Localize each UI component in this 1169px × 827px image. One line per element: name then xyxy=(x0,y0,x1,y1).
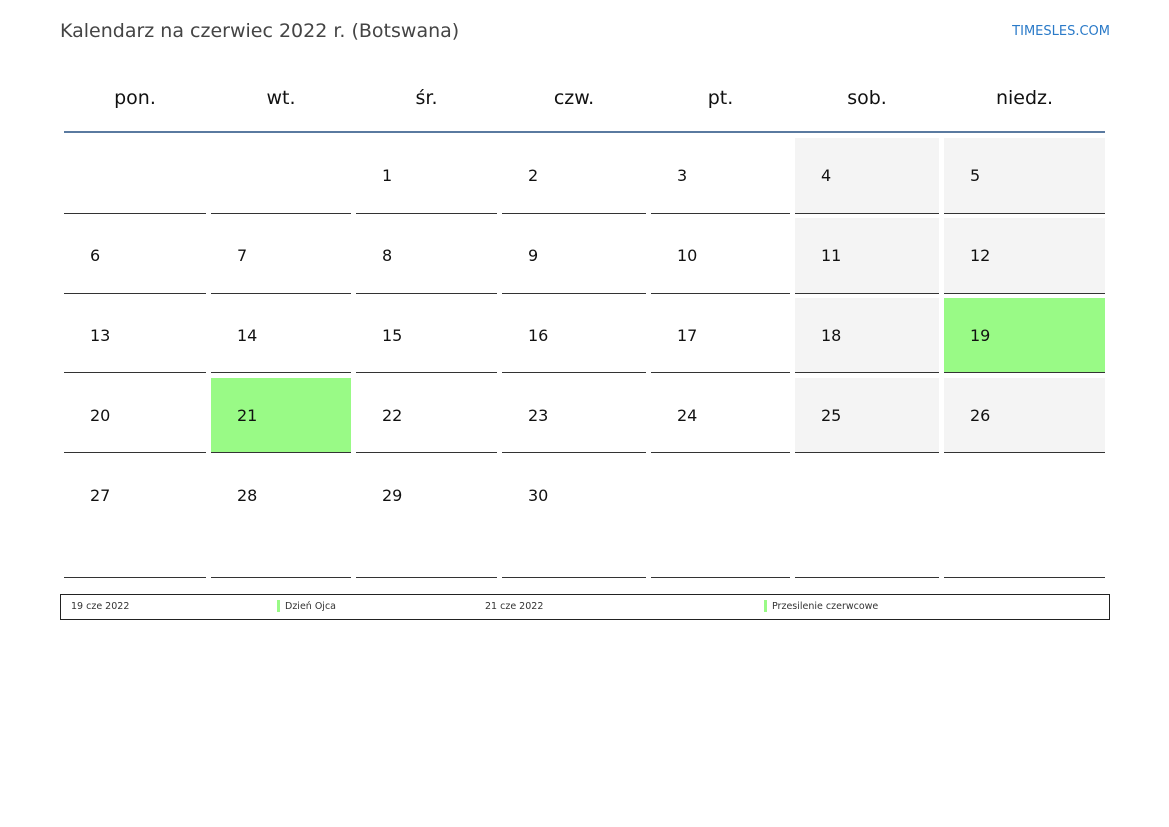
day-number: 17 xyxy=(677,326,698,345)
empty-day-cell xyxy=(651,458,790,578)
day-number: 21 xyxy=(237,406,258,425)
day-cell: 1 xyxy=(356,138,497,214)
day-cell: 3 xyxy=(651,138,790,214)
weekday-header: czw. xyxy=(553,87,595,109)
day-cell: 7 xyxy=(211,218,351,294)
day-cell: 28 xyxy=(211,458,351,578)
day-number: 6 xyxy=(90,246,101,265)
day-number: 1 xyxy=(382,166,393,185)
legend-name: Dzień Ojca xyxy=(285,601,336,612)
day-cell: 17 xyxy=(651,298,790,373)
day-number: 10 xyxy=(677,246,698,265)
day-cell: 20 xyxy=(64,378,206,453)
day-number: 26 xyxy=(970,406,991,425)
day-number: 30 xyxy=(528,486,549,505)
day-cell: 4 xyxy=(795,138,939,214)
day-cell: 15 xyxy=(356,298,497,373)
day-number: 23 xyxy=(528,406,549,425)
day-cell: 18 xyxy=(795,298,939,373)
legend-date: 21 cze 2022 xyxy=(485,601,544,612)
day-number: 25 xyxy=(821,406,842,425)
day-cell: 2 xyxy=(502,138,646,214)
day-number: 28 xyxy=(237,486,258,505)
day-number: 8 xyxy=(382,246,393,265)
day-cell: 8 xyxy=(356,218,497,294)
day-cell: 21 xyxy=(211,378,351,453)
day-cell: 10 xyxy=(651,218,790,294)
day-number: 27 xyxy=(90,486,111,505)
header-divider xyxy=(64,131,1105,133)
weekday-header: pon. xyxy=(114,87,156,109)
day-cell: 5 xyxy=(944,138,1105,214)
day-number: 13 xyxy=(90,326,111,345)
day-cell: 11 xyxy=(795,218,939,294)
weekday-header: śr. xyxy=(415,87,438,109)
page-title: Kalendarz na czerwiec 2022 r. (Botswana) xyxy=(60,20,460,42)
day-number: 9 xyxy=(528,246,539,265)
day-cell: 27 xyxy=(64,458,206,578)
day-number: 11 xyxy=(821,246,842,265)
day-number: 12 xyxy=(970,246,991,265)
day-cell: 29 xyxy=(356,458,497,578)
weekday-header: wt. xyxy=(266,87,296,109)
day-number: 2 xyxy=(528,166,539,185)
day-cell: 19 xyxy=(944,298,1105,373)
day-cell: 24 xyxy=(651,378,790,453)
weekday-header: sob. xyxy=(847,87,887,109)
legend-date: 19 cze 2022 xyxy=(71,601,130,612)
weekday-header: niedz. xyxy=(995,87,1054,109)
day-number: 15 xyxy=(382,326,403,345)
day-number: 4 xyxy=(821,166,832,185)
weekday-header: pt. xyxy=(707,87,734,109)
day-number: 3 xyxy=(677,166,688,185)
day-number: 22 xyxy=(382,406,403,425)
day-cell: 9 xyxy=(502,218,646,294)
brand-link[interactable]: TIMESLES.COM xyxy=(1012,24,1110,39)
empty-day-cell xyxy=(795,458,939,578)
empty-day-cell xyxy=(944,458,1105,578)
day-cell: 6 xyxy=(64,218,206,294)
day-cell: 23 xyxy=(502,378,646,453)
day-number: 5 xyxy=(970,166,981,185)
day-number: 29 xyxy=(382,486,403,505)
day-cell: 12 xyxy=(944,218,1105,294)
day-number: 19 xyxy=(970,326,991,345)
day-cell: 25 xyxy=(795,378,939,453)
day-number: 16 xyxy=(528,326,549,345)
day-cell: 13 xyxy=(64,298,206,373)
day-cell: 26 xyxy=(944,378,1105,453)
day-cell: 22 xyxy=(356,378,497,453)
day-cell: 16 xyxy=(502,298,646,373)
day-number: 24 xyxy=(677,406,698,425)
holiday-legend: 19 cze 2022 Dzień Ojca 21 cze 2022 Przes… xyxy=(60,594,1110,620)
day-number: 18 xyxy=(821,326,842,345)
holiday-color-marker xyxy=(277,600,280,612)
day-cell: 30 xyxy=(502,458,646,578)
holiday-color-marker xyxy=(764,600,767,612)
legend-name: Przesilenie czerwcowe xyxy=(772,601,879,612)
empty-day-cell xyxy=(64,138,206,214)
day-number: 7 xyxy=(237,246,248,265)
day-number: 14 xyxy=(237,326,258,345)
empty-day-cell xyxy=(211,138,351,214)
day-number: 20 xyxy=(90,406,111,425)
day-cell: 14 xyxy=(211,298,351,373)
